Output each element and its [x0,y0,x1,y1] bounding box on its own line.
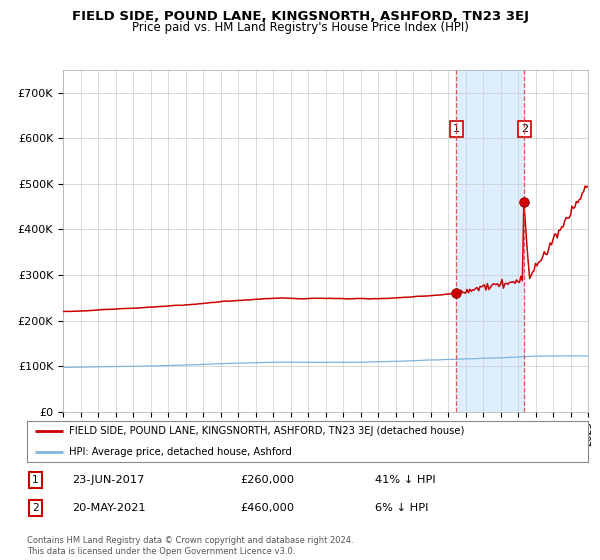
Text: 2: 2 [32,503,39,513]
Text: 20-MAY-2021: 20-MAY-2021 [72,503,146,513]
Text: 23-JUN-2017: 23-JUN-2017 [72,475,144,485]
Bar [456,70,524,412]
Text: Price paid vs. HM Land Registry's House Price Index (HPI): Price paid vs. HM Land Registry's House … [131,21,469,34]
Text: HPI: Average price, detached house, Ashford: HPI: Average price, detached house, Ashf… [69,447,292,457]
Text: This data is licensed under the Open Government Licence v3.0.: This data is licensed under the Open Gov… [27,547,295,556]
Text: FIELD SIDE, POUND LANE, KINGSNORTH, ASHFORD, TN23 3EJ: FIELD SIDE, POUND LANE, KINGSNORTH, ASHF… [71,10,529,23]
Text: FIELD SIDE, POUND LANE, KINGSNORTH, ASHFORD, TN23 3EJ (detached house): FIELD SIDE, POUND LANE, KINGSNORTH, ASHF… [69,426,464,436]
Text: £260,000: £260,000 [240,475,295,485]
Text: 6% ↓ HPI: 6% ↓ HPI [375,503,428,513]
Text: £460,000: £460,000 [240,503,295,513]
Text: 41% ↓ HPI: 41% ↓ HPI [375,475,436,485]
Text: 1: 1 [32,475,39,485]
Text: 1: 1 [453,124,460,134]
Text: Contains HM Land Registry data © Crown copyright and database right 2024.: Contains HM Land Registry data © Crown c… [27,536,353,545]
Text: 2: 2 [521,124,528,134]
